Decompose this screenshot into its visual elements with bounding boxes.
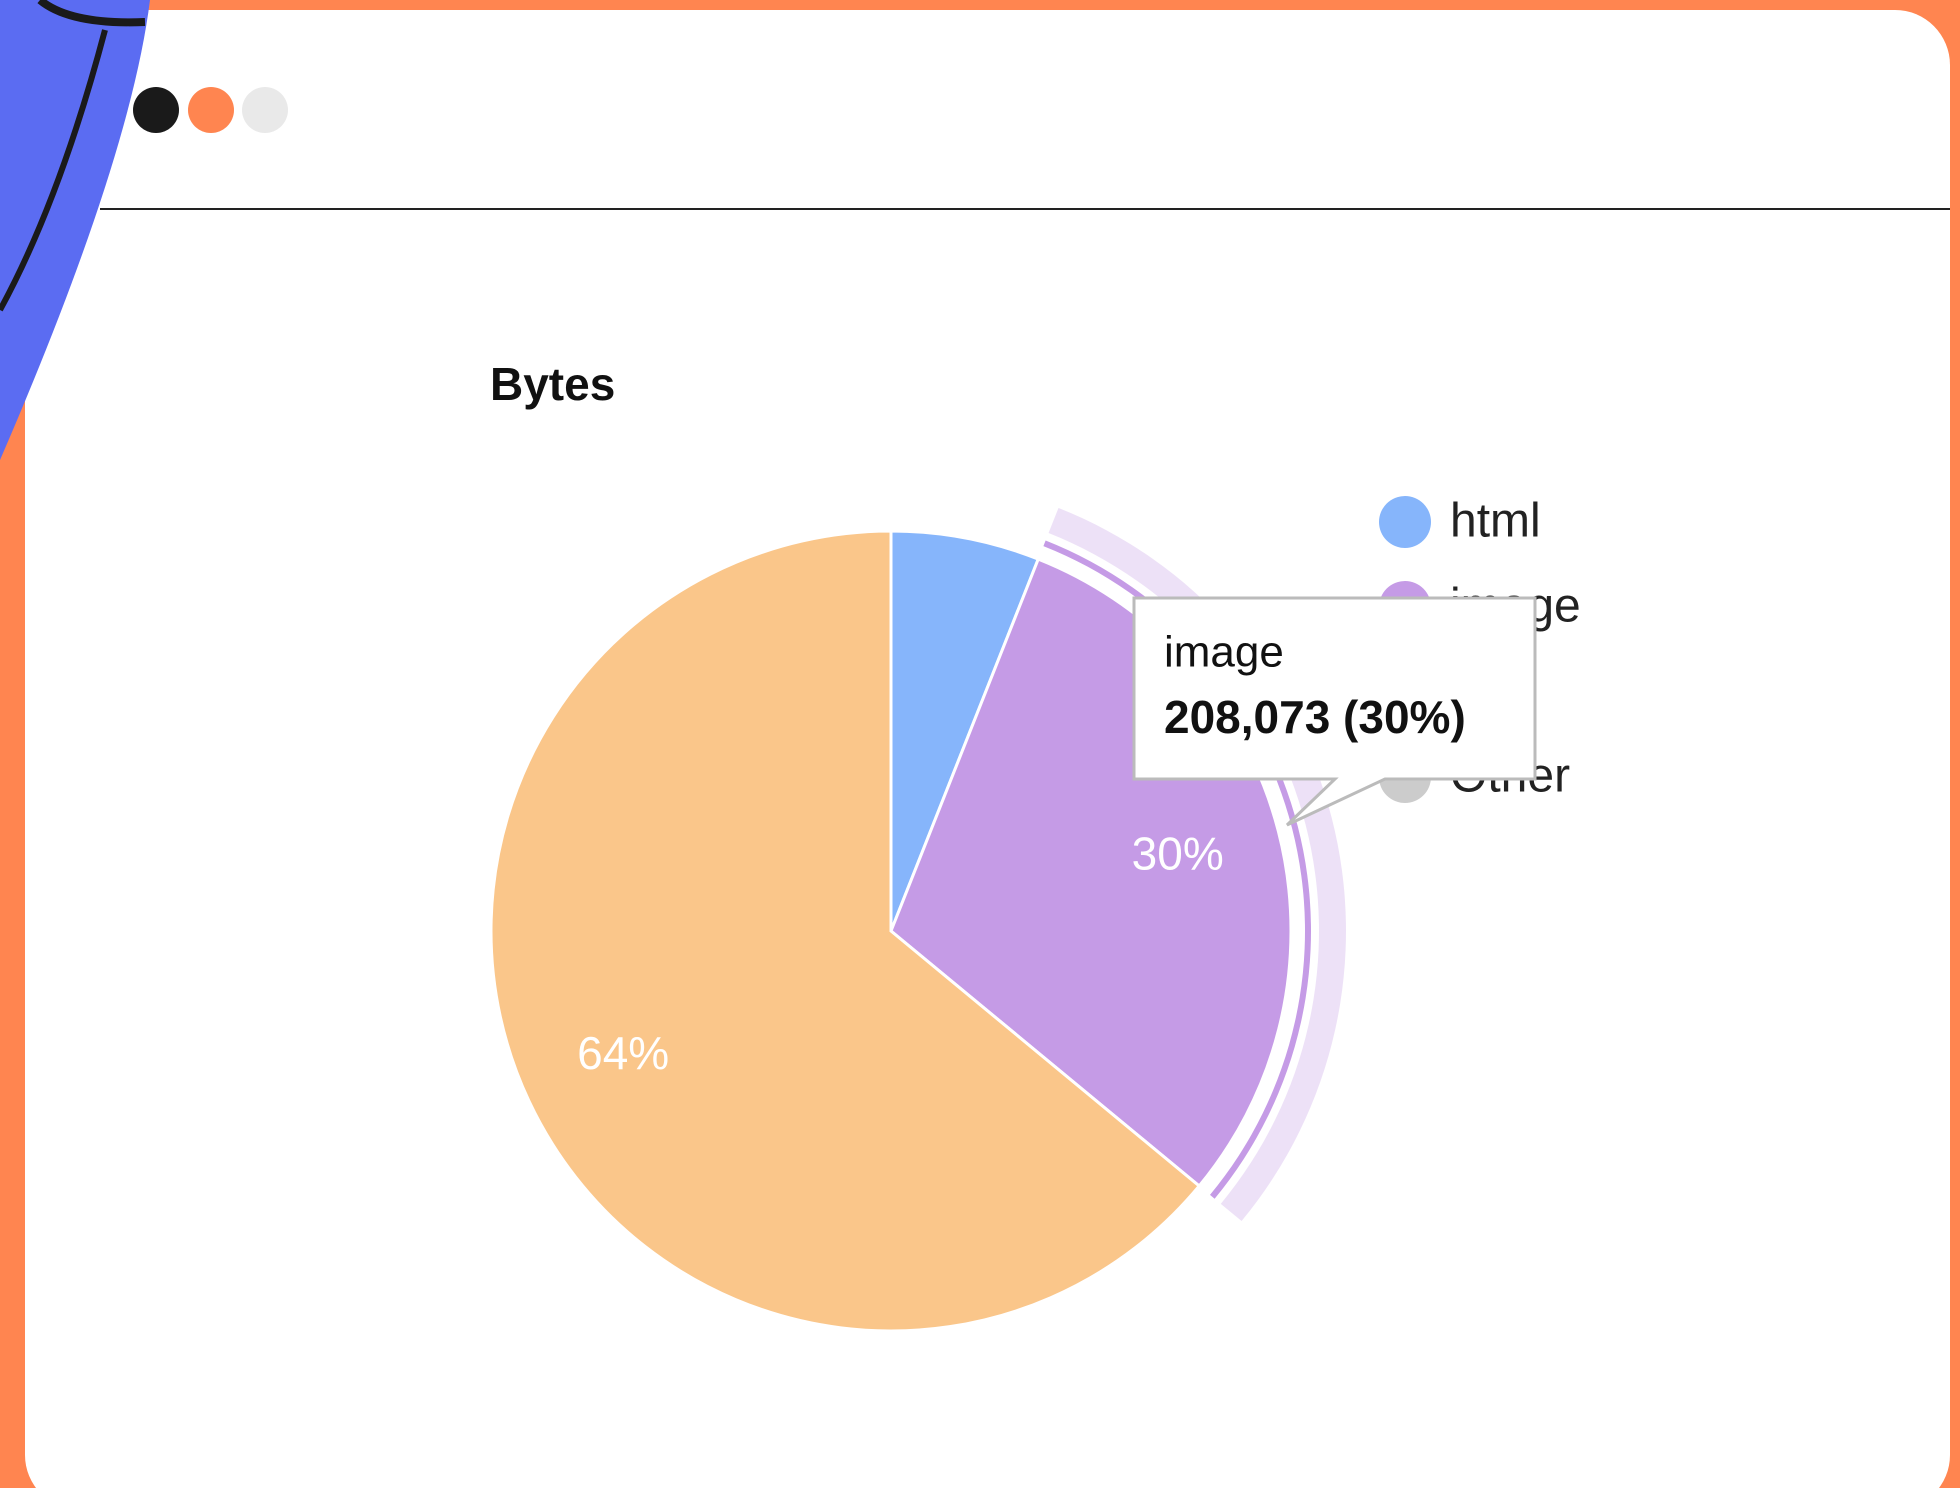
decoration <box>0 0 150 460</box>
window-dot <box>133 87 179 133</box>
tooltip-box <box>1132 596 1537 827</box>
legend-swatch <box>1379 496 1431 548</box>
window-dot <box>188 87 234 133</box>
slice-label: 30% <box>1132 828 1224 880</box>
pie-slice <box>489 529 1202 1333</box>
window-dot <box>242 87 288 133</box>
slice-label: 64% <box>577 1027 669 1079</box>
decoration-line <box>0 29 108 312</box>
tooltip-value: 208,073 (30%) <box>1164 691 1466 743</box>
tooltip-title: image <box>1164 628 1284 677</box>
chart-title: Bytes <box>490 358 615 410</box>
decoration-line <box>37 0 146 27</box>
tooltip: image 208,073 (30%) <box>1132 596 1537 827</box>
pie-slice <box>889 529 1041 932</box>
legend-label: html <box>1450 495 1541 548</box>
